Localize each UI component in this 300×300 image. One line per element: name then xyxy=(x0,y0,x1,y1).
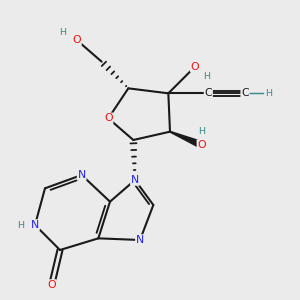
Text: C: C xyxy=(241,88,249,98)
Polygon shape xyxy=(170,131,203,148)
Text: H: H xyxy=(265,89,272,98)
Text: C: C xyxy=(205,88,212,98)
Text: O: O xyxy=(72,35,81,45)
Text: H: H xyxy=(59,28,66,37)
Text: H: H xyxy=(17,220,24,230)
Text: N: N xyxy=(136,235,144,245)
Text: O: O xyxy=(47,280,56,290)
Text: N: N xyxy=(77,170,86,180)
Text: H: H xyxy=(203,71,210,80)
Text: N: N xyxy=(131,175,139,185)
Text: O: O xyxy=(104,113,112,123)
Text: O: O xyxy=(197,140,206,150)
Text: O: O xyxy=(191,62,199,72)
Text: N: N xyxy=(31,220,39,230)
Text: H: H xyxy=(198,127,205,136)
